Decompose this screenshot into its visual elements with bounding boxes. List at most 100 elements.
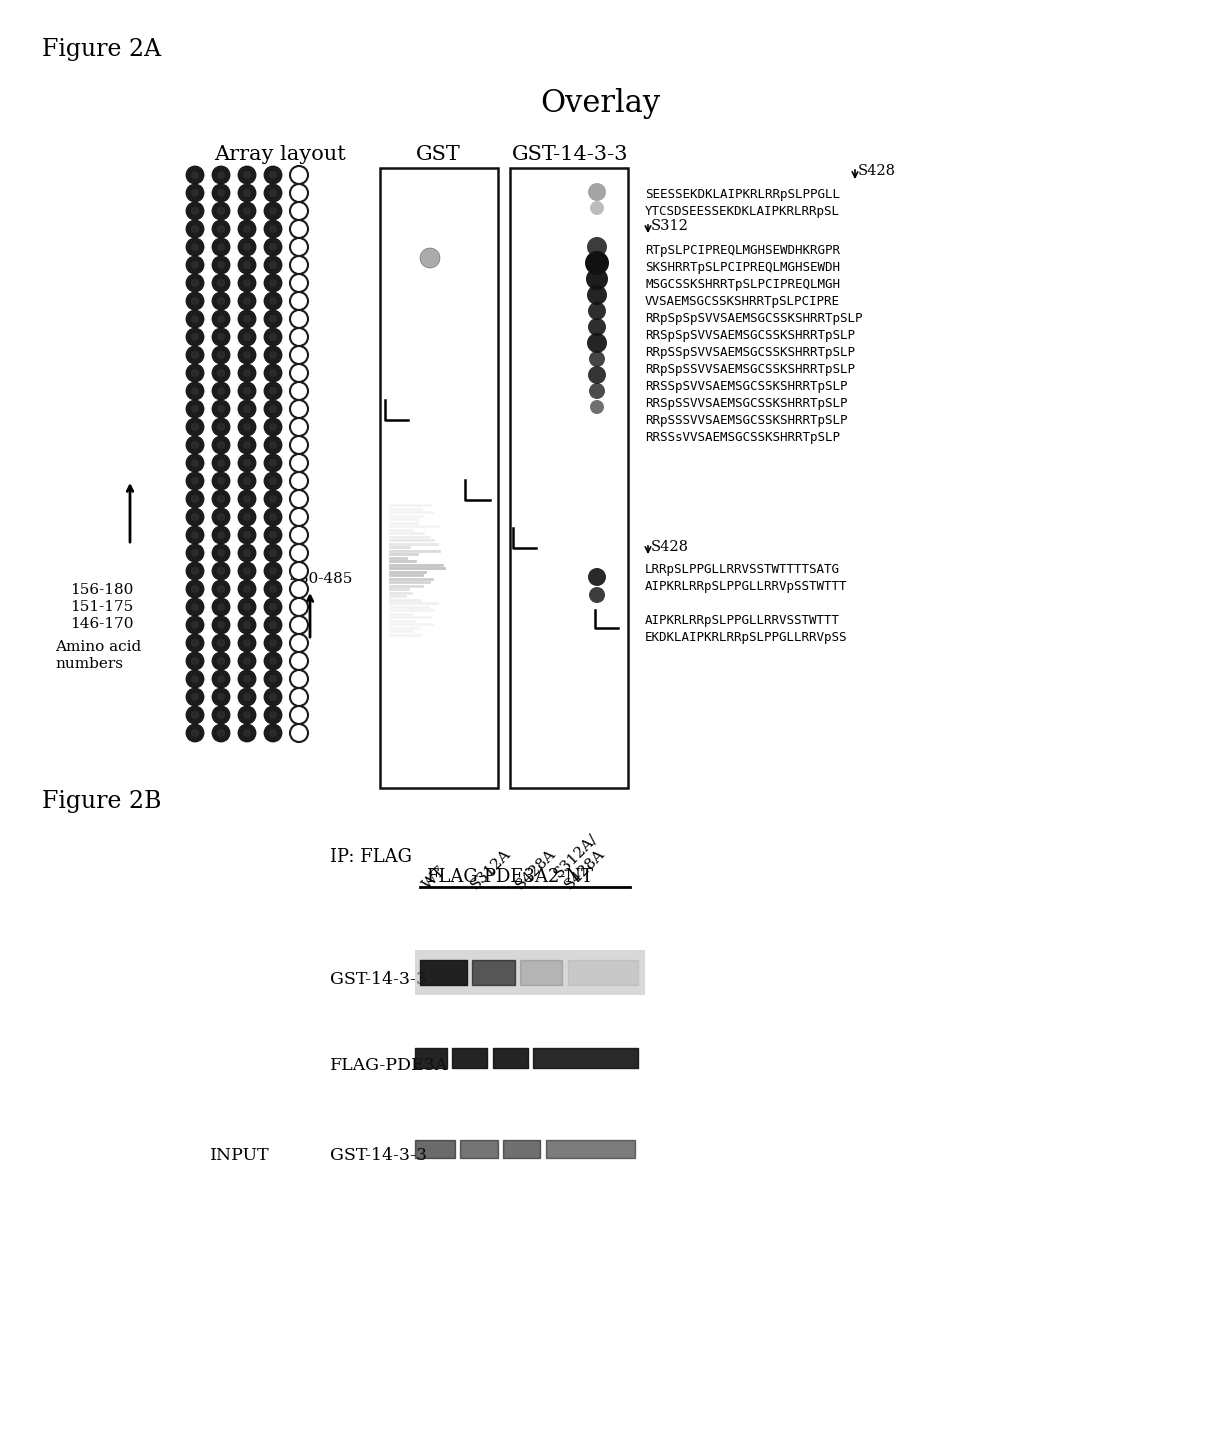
Circle shape: [264, 508, 281, 527]
Circle shape: [264, 652, 281, 671]
Circle shape: [186, 220, 204, 237]
Circle shape: [290, 201, 308, 220]
Text: INPUT: INPUT: [210, 1147, 269, 1164]
Text: RRSpSpSVVSAEMSGCSSKSHRRTpSLP: RRSpSpSVVSAEMSGCSSKSHRRTpSLP: [645, 330, 855, 342]
Circle shape: [243, 224, 251, 233]
Circle shape: [243, 387, 251, 394]
Text: Amino acid: Amino acid: [55, 640, 141, 653]
Circle shape: [186, 328, 204, 345]
Circle shape: [190, 694, 199, 701]
Circle shape: [243, 567, 251, 576]
Circle shape: [243, 332, 251, 341]
Circle shape: [218, 171, 225, 178]
Circle shape: [211, 273, 230, 292]
Circle shape: [269, 189, 277, 197]
Circle shape: [264, 220, 281, 237]
Circle shape: [190, 711, 199, 720]
Circle shape: [290, 652, 308, 671]
Circle shape: [269, 622, 277, 629]
Circle shape: [211, 527, 230, 544]
Circle shape: [243, 315, 251, 322]
Circle shape: [186, 184, 204, 201]
Circle shape: [218, 404, 225, 413]
Circle shape: [269, 730, 277, 737]
Text: 146-170: 146-170: [70, 617, 134, 630]
Text: 460-485: 460-485: [290, 571, 354, 586]
Circle shape: [190, 658, 199, 665]
Circle shape: [585, 250, 610, 275]
Circle shape: [269, 567, 277, 576]
Circle shape: [264, 165, 281, 184]
Text: FLAG-PDE3A: FLAG-PDE3A: [331, 1056, 449, 1073]
Circle shape: [238, 364, 256, 381]
Circle shape: [190, 189, 199, 197]
Circle shape: [243, 658, 251, 665]
Circle shape: [264, 364, 281, 381]
Circle shape: [243, 622, 251, 629]
Text: AIPKRLRRpSLPPGLLRRVpSSTWTTT: AIPKRLRRpSLPPGLLRRVpSSTWTTT: [645, 580, 848, 593]
Circle shape: [186, 436, 204, 453]
Circle shape: [269, 694, 277, 701]
Circle shape: [264, 491, 281, 508]
Circle shape: [186, 527, 204, 544]
Circle shape: [264, 671, 281, 688]
Circle shape: [243, 423, 251, 432]
Circle shape: [264, 184, 281, 201]
Circle shape: [290, 472, 308, 491]
Circle shape: [264, 635, 281, 652]
Circle shape: [190, 622, 199, 629]
Circle shape: [238, 345, 256, 364]
Circle shape: [290, 544, 308, 563]
Circle shape: [190, 404, 199, 413]
Circle shape: [269, 711, 277, 720]
Circle shape: [218, 189, 225, 197]
Circle shape: [186, 635, 204, 652]
Circle shape: [290, 724, 308, 743]
Circle shape: [243, 476, 251, 485]
Text: AIPKRLRRpSLPPGLLRRVSSTWTTT: AIPKRLRRpSLPPGLLRRVSSTWTTT: [645, 614, 839, 627]
Text: RRSSpSVVSAEMSGCSSKSHRRTpSLP: RRSSpSVVSAEMSGCSSKSHRRTpSLP: [645, 380, 848, 393]
Circle shape: [190, 351, 199, 358]
Circle shape: [190, 243, 199, 250]
Circle shape: [264, 472, 281, 491]
Circle shape: [186, 671, 204, 688]
Circle shape: [264, 453, 281, 472]
Circle shape: [243, 351, 251, 358]
Circle shape: [264, 724, 281, 743]
Text: FLAG-PDE3A2-NT: FLAG-PDE3A2-NT: [426, 868, 594, 886]
Text: RRpSpSpSVVSAEMSGCSSKSHRRTpSLP: RRpSpSpSVVSAEMSGCSSKSHRRTpSLP: [645, 312, 863, 325]
Circle shape: [186, 652, 204, 671]
Circle shape: [186, 237, 204, 256]
Circle shape: [186, 688, 204, 707]
Circle shape: [218, 207, 225, 214]
Circle shape: [243, 639, 251, 648]
Circle shape: [186, 364, 204, 381]
Circle shape: [186, 616, 204, 635]
Circle shape: [211, 345, 230, 364]
Circle shape: [218, 315, 225, 322]
Circle shape: [243, 711, 251, 720]
Circle shape: [264, 563, 281, 580]
Circle shape: [264, 436, 281, 453]
Bar: [380, 168, 498, 789]
Circle shape: [264, 256, 281, 273]
Circle shape: [218, 243, 225, 250]
Circle shape: [587, 318, 606, 335]
Circle shape: [264, 527, 281, 544]
Circle shape: [290, 635, 308, 652]
Circle shape: [238, 453, 256, 472]
Circle shape: [238, 309, 256, 328]
Circle shape: [243, 189, 251, 197]
Circle shape: [290, 328, 308, 345]
Circle shape: [243, 404, 251, 413]
Circle shape: [243, 512, 251, 521]
Circle shape: [238, 724, 256, 743]
Text: RRSpSSVVSAEMSGCSSKSHRRTpSLP: RRSpSSVVSAEMSGCSSKSHRRTpSLP: [645, 397, 848, 410]
Text: Figure 2B: Figure 2B: [42, 790, 161, 813]
Circle shape: [218, 476, 225, 485]
Circle shape: [290, 400, 308, 417]
Circle shape: [290, 165, 308, 184]
Circle shape: [269, 243, 277, 250]
Text: 151-175: 151-175: [70, 600, 133, 614]
Circle shape: [211, 309, 230, 328]
